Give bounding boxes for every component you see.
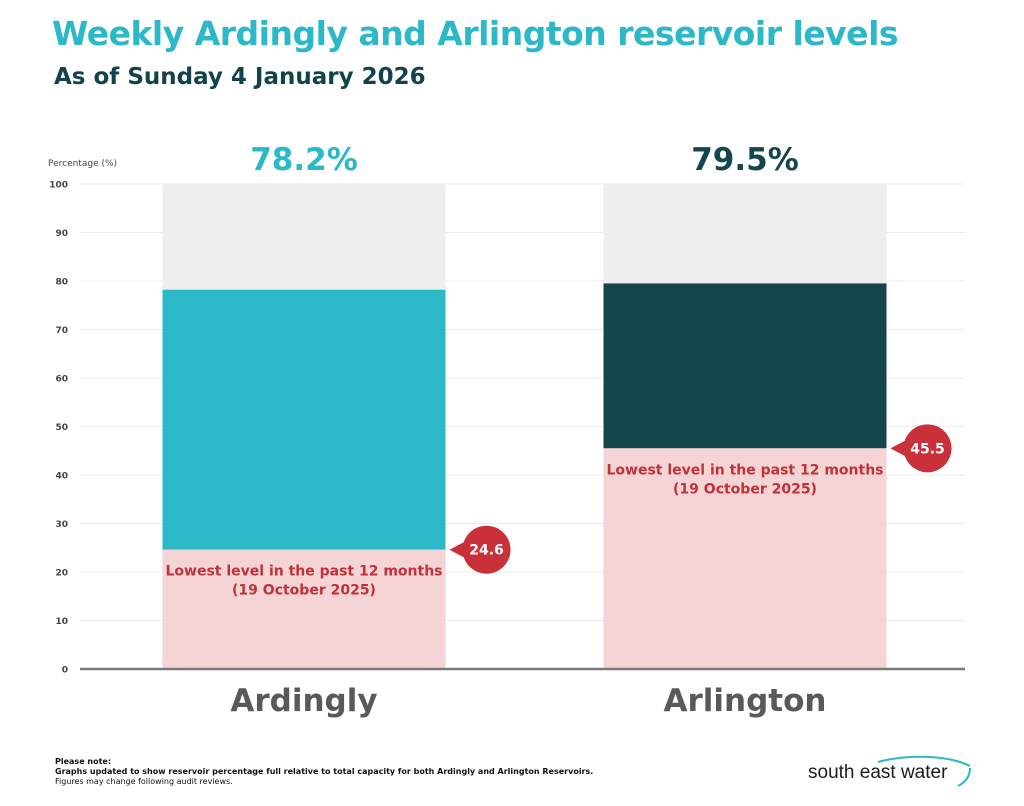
y-tick-label: 40	[55, 472, 68, 482]
level-bar-arlington	[603, 283, 887, 449]
y-tick-label: 0	[62, 666, 68, 676]
category-label-arlington: Arlington	[664, 683, 827, 719]
wave-swoosh-icon	[877, 756, 971, 787]
chart-title: Weekly Ardingly and Arlington reservoir …	[52, 14, 899, 53]
lowest-marker-label: 45.5	[910, 441, 945, 457]
reservoir-bar-chart: 0 10 20 30 40 50 60 70 80 90 100 Percentage (%) Lowe…	[48, 142, 965, 719]
logo-text: south east water	[808, 762, 948, 783]
lowest-marker	[903, 424, 952, 473]
footnote-line-1: Graphs updated to show reservoir percent…	[55, 767, 594, 776]
y-tick-label: 100	[49, 181, 68, 191]
y-tick-label: 90	[55, 229, 68, 239]
lowest-marker-pointer	[890, 439, 908, 458]
y-tick-label: 20	[55, 569, 68, 579]
lowest-level-date: (19 October 2025)	[232, 583, 376, 599]
chart-subtitle: As of Sunday 4 January 2026	[54, 64, 426, 90]
y-tick-label: 10	[55, 617, 68, 627]
lowest-marker-label: 24.6	[469, 543, 504, 559]
y-tick-label: 80	[55, 278, 68, 288]
lowest-level-bar-ardingly	[162, 549, 446, 669]
lowest-level-date: (19 October 2025)	[673, 481, 817, 497]
lowest-level-bar-arlington	[603, 448, 887, 669]
y-tick-label: 70	[55, 326, 68, 336]
footnote: Please note: Graphs updated to show rese…	[55, 757, 593, 787]
y-tick-label: 50	[55, 423, 68, 433]
south-east-water-logo: south east water	[808, 756, 978, 792]
value-label-ardingly: 78.2%	[250, 142, 358, 178]
y-tick-label: 60	[55, 375, 68, 385]
lowest-marker	[462, 525, 511, 574]
y-tick-label: 30	[55, 520, 68, 530]
footnote-heading: Please note:	[55, 757, 112, 766]
category-label-ardingly: Ardingly	[230, 683, 377, 719]
value-label-arlington: 79.5%	[691, 142, 799, 178]
level-bar-ardingly	[162, 289, 446, 550]
y-axis-label: Percentage (%)	[48, 159, 117, 169]
lowest-marker-pointer	[449, 540, 467, 559]
lowest-level-text: Lowest level in the past 12 months	[606, 462, 883, 478]
footnote-line-2: Figures may change following audit revie…	[55, 777, 233, 786]
lowest-level-text: Lowest level in the past 12 months	[165, 564, 442, 580]
